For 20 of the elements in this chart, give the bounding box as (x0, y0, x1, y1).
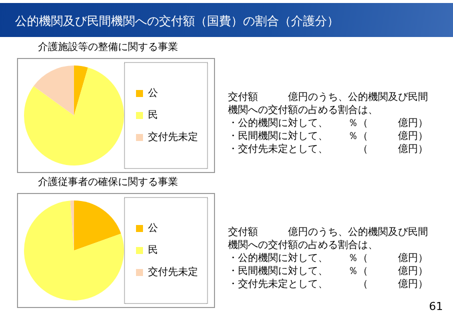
legend-label: 公 (148, 87, 158, 100)
text: ・公的機関に対して、 ％（ 億円） (228, 253, 428, 264)
chart-title: 公的機関及び民間機関への交付額（国費）の割合（介護分） (15, 13, 339, 30)
text: ・交付先未定として、 （ 億円） (228, 144, 428, 155)
legend-label: 民 (148, 110, 158, 122)
text: 機関への交付額の占める割合は、 (228, 240, 378, 251)
text: 機関への交付額の占める割合は、 (228, 105, 378, 116)
text: 交付額 億円のうち、公的機関及び民間 (228, 227, 428, 238)
text: ・交付先未定として、 （ 億円） (228, 279, 428, 290)
chart-title: 介護従事者の確保に関する事業 (38, 176, 178, 189)
text: ・民間機関に対して、 ％（ 億円） (228, 266, 428, 277)
chart-subtitle: 介護施設等の整備に関する事業 (38, 40, 178, 54)
legend-label: 交付先未定 (148, 131, 198, 144)
text: 交付額 億円のうち、公的機関及び民間 (228, 92, 428, 103)
legend-label: 民 (148, 245, 158, 256)
text: ・公的機関に対して、 ％（ 億円） (228, 118, 428, 129)
legend-label: 交付先未定 (148, 266, 198, 278)
text: 61 (429, 300, 443, 313)
legend-label: 公 (148, 222, 158, 234)
text: ・民間機関に対して、 ％（ 億円） (228, 131, 428, 142)
